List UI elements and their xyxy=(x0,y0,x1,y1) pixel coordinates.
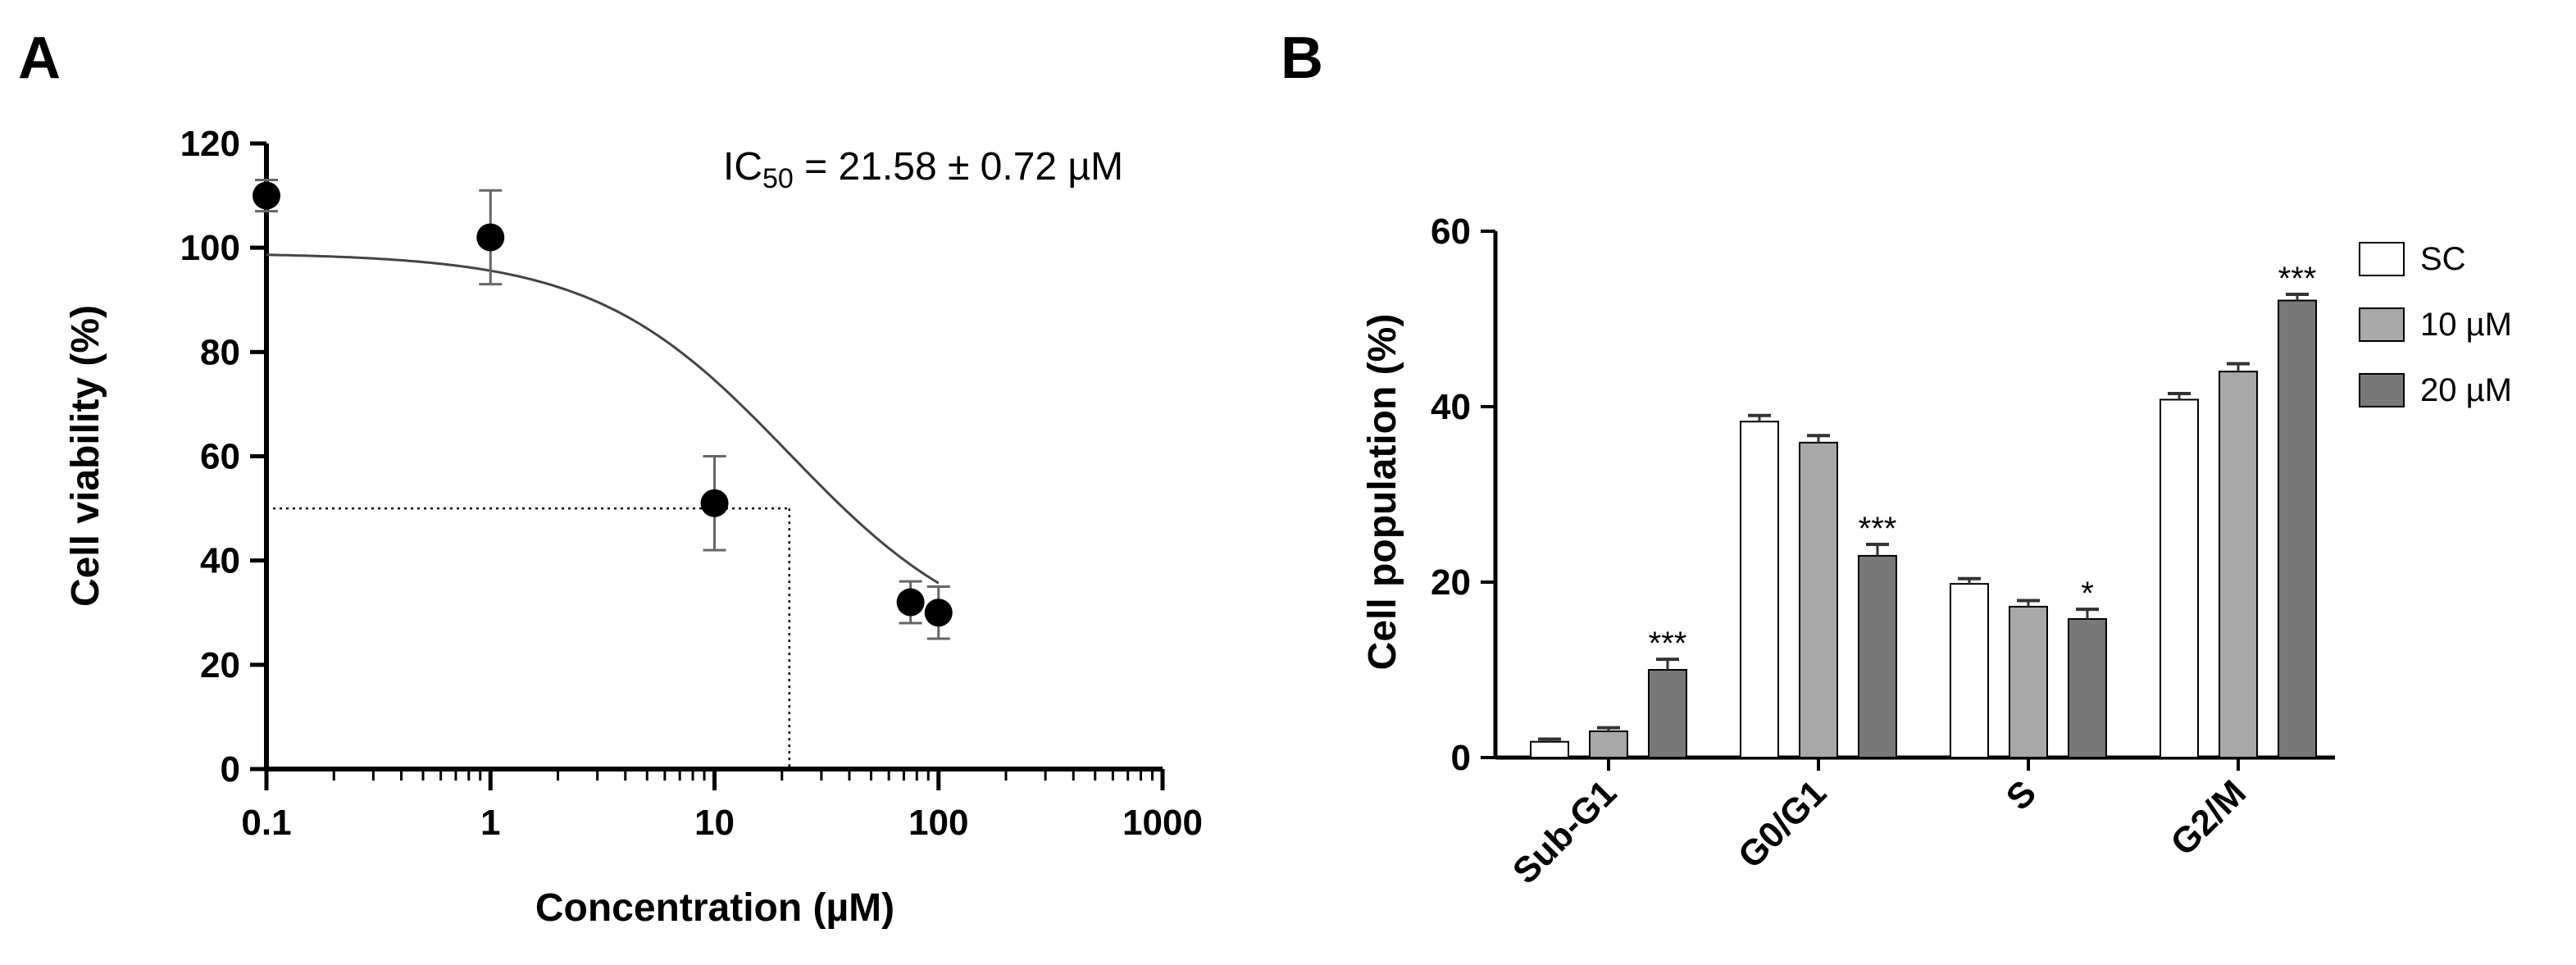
b-bar-group xyxy=(2160,391,2199,758)
b-bar xyxy=(2219,371,2258,758)
b-bar xyxy=(1530,740,1569,758)
a-x-tick-label: 100 xyxy=(908,803,968,843)
b-bar-group xyxy=(1530,737,1569,758)
a-data-point-group xyxy=(700,455,729,552)
a-data-point xyxy=(924,599,953,627)
b-x-tick-label: Sub-G1 xyxy=(1505,772,1624,891)
b-bar-group: * xyxy=(2068,576,2107,758)
b-bar-group xyxy=(1589,726,1628,759)
a-x-tick-label: 0.1 xyxy=(241,803,291,843)
b-bar xyxy=(1858,554,1897,759)
b-legend-label: 10 µM xyxy=(2420,307,2512,343)
a-data-point-group xyxy=(476,189,505,286)
b-y-axis-title: Cell population (%) xyxy=(1361,314,1404,671)
panel-a-chart: 0 20 40 60 80 100 120 0.1 1 10 100 1000 IC50 = 21.… xyxy=(64,124,1203,930)
b-bar xyxy=(2278,299,2317,758)
a-fit-curve xyxy=(266,253,940,585)
a-x-tick-label: 1 xyxy=(480,803,500,843)
b-legend-item: 20 µM xyxy=(2359,372,2512,408)
a-y-tick-label: 0 xyxy=(221,749,240,790)
a-data-point xyxy=(476,223,505,252)
a-data-point-group xyxy=(896,580,925,625)
b-legend-swatch xyxy=(2359,307,2405,342)
b-bar xyxy=(2160,398,2199,758)
panel-b-letter: B xyxy=(1281,25,1323,91)
b-bar-group xyxy=(1799,434,1838,758)
a-x-axis-title: Concentration (µM) xyxy=(535,886,894,930)
b-bar-group xyxy=(1950,576,1989,759)
a-y-tick-label: 100 xyxy=(180,228,240,268)
a-data-point xyxy=(700,489,729,517)
a-data-point-group xyxy=(924,585,953,640)
b-x-tick-label: G0/G1 xyxy=(1731,772,1834,876)
b-x-tick-label: S xyxy=(1999,772,2044,817)
a-data-point xyxy=(253,181,280,210)
b-legend-item: 10 µM xyxy=(2359,307,2512,343)
b-bar xyxy=(1740,421,1779,758)
a-data-point-group xyxy=(253,179,280,213)
b-legend-label: 20 µM xyxy=(2420,372,2512,408)
b-significance-label: *** xyxy=(1859,511,1897,547)
a-y-axis-title: Cell viability (%) xyxy=(64,305,107,607)
b-bar-group xyxy=(2219,362,2258,758)
b-bar-group xyxy=(1740,413,1779,758)
b-legend-swatch xyxy=(2359,242,2405,276)
b-bar xyxy=(1589,730,1628,759)
a-y-tick-label: 40 xyxy=(200,541,240,581)
b-bar xyxy=(2068,617,2107,758)
b-bar-group: *** xyxy=(2278,261,2317,758)
a-x-tick-label: 10 xyxy=(694,803,735,843)
a-data-point xyxy=(896,588,925,617)
b-x-tick-label: G2/M xyxy=(2163,772,2254,863)
b-bar-group xyxy=(2009,599,2048,759)
a-y-tick-label: 20 xyxy=(200,645,240,685)
a-x-tick-label: 1000 xyxy=(1122,803,1203,843)
b-y-tick-label: 40 xyxy=(1431,387,1471,427)
b-legend-swatch xyxy=(2359,373,2405,407)
b-legend-label: SC xyxy=(2420,241,2466,277)
a-y-tick-label: 120 xyxy=(180,124,240,164)
b-significance-label: *** xyxy=(1649,626,1687,662)
b-bar-group: *** xyxy=(1858,511,1897,759)
panel-a-letter: A xyxy=(18,25,61,91)
b-bar xyxy=(2009,605,2048,759)
b-bar xyxy=(1950,583,1989,759)
a-y-tick-label: 60 xyxy=(200,437,240,477)
b-significance-label: *** xyxy=(2278,261,2317,297)
b-legend-item: SC xyxy=(2359,241,2466,277)
b-y-tick-label: 60 xyxy=(1431,212,1471,252)
a-ic50-annotation: IC50 = 21.58 ± 0.72 µM xyxy=(723,145,1123,194)
b-bar xyxy=(1648,669,1687,758)
b-y-tick-label: 20 xyxy=(1431,562,1471,603)
b-significance-label: * xyxy=(2081,576,2094,612)
a-y-tick-label: 80 xyxy=(200,332,240,372)
b-bar xyxy=(1799,441,1838,758)
b-y-tick-label: 0 xyxy=(1451,738,1471,778)
b-bar-group: *** xyxy=(1648,626,1687,758)
